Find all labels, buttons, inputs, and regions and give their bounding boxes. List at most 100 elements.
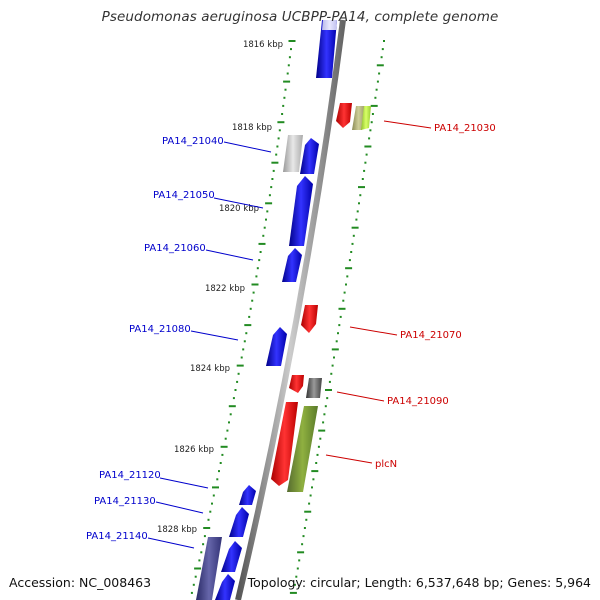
ruler-tick-minor	[352, 234, 355, 237]
ruler-tick-minor	[202, 543, 205, 546]
label-pa14-21060[interactable]: PA14_21060	[144, 243, 206, 254]
ruler-tick-minor	[317, 445, 320, 448]
gene-pa14-21060[interactable]	[282, 248, 302, 282]
ruler-tick-minor	[236, 380, 239, 383]
ruler-tick-major	[251, 283, 259, 286]
gene-plcn-partner[interactable]	[271, 402, 298, 486]
ruler-tick-minor	[262, 234, 265, 237]
gene-pa14-21070[interactable]	[301, 305, 318, 333]
ruler-tick-minor	[359, 194, 362, 197]
ruler-tick-minor	[315, 462, 318, 464]
ruler-tick-minor	[259, 251, 262, 253]
gene-pa14-21040-pseudo[interactable]	[283, 135, 303, 172]
ruler-tick-minor	[212, 494, 215, 497]
ruler-tick-minor	[242, 348, 245, 351]
ruler-tick-minor	[258, 259, 261, 262]
ruler-tick-minor	[252, 291, 255, 294]
ruler-tick-minor	[255, 275, 258, 278]
ruler-tick-major	[289, 591, 297, 594]
ruler-tick-minor	[383, 40, 385, 42]
connector-pa14-21040	[223, 141, 272, 153]
label-pa14-21040[interactable]: PA14_21040	[162, 136, 224, 147]
label-pa14-21140[interactable]: PA14_21140	[86, 531, 148, 542]
gene-pa14-21030[interactable]	[336, 103, 352, 128]
ruler-tick-minor	[338, 324, 341, 327]
ruler-label-1816: 1816 kbp	[243, 40, 283, 50]
ruler-tick-minor	[301, 543, 304, 546]
ruler-tick-minor	[308, 502, 311, 505]
label-pa14-21090[interactable]: PA14_21090	[387, 396, 449, 407]
gene-pa14-21140[interactable]	[221, 541, 242, 572]
ruler-tick-major	[325, 389, 332, 391]
label-pa14-21130[interactable]: PA14_21130	[94, 496, 156, 507]
ruler-label-1822: 1822 kbp	[205, 284, 245, 294]
ruler-tick-major	[376, 64, 384, 67]
ruler-tick-minor	[368, 137, 371, 140]
ruler-label-1828: 1828 kbp	[157, 525, 197, 535]
gene-pa14-21080[interactable]	[266, 327, 287, 366]
ruler-tick-minor	[365, 153, 368, 156]
ruler-tick-minor	[216, 478, 219, 481]
ruler-tick-minor	[305, 518, 308, 521]
ruler-tick-minor	[361, 178, 364, 180]
ruler-tick-minor	[343, 291, 346, 294]
ruler-tick-major	[194, 567, 202, 570]
gene-pa14-21120[interactable]	[239, 485, 256, 505]
connector-pa14-21090	[336, 391, 385, 402]
label-plcn[interactable]: plcN	[375, 459, 397, 470]
ruler-tick-minor	[333, 356, 335, 359]
ruler-tick-minor	[287, 64, 290, 67]
ruler-tick-major	[236, 364, 244, 367]
gene-pa14-21150[interactable]	[215, 574, 235, 600]
ruler-tick-minor	[350, 251, 353, 253]
ruler-tick-minor	[272, 169, 275, 172]
ruler-tick-minor	[192, 583, 195, 586]
gene-pa14-21050[interactable]	[289, 176, 313, 246]
ruler-tick-major	[304, 510, 312, 513]
ruler-tick-minor	[316, 453, 319, 456]
ruler-tick-major	[244, 324, 252, 327]
label-pa14-21120[interactable]: PA14_21120	[99, 470, 161, 481]
connector-pa14-21050	[213, 197, 264, 209]
ruler-tick-minor	[296, 567, 299, 570]
ruler-tick-minor	[298, 559, 301, 562]
gene-pa14-21145-pseudo[interactable]	[196, 537, 222, 600]
ruler-tick-minor	[266, 210, 269, 213]
label-pa14-21080[interactable]: PA14_21080	[129, 324, 191, 335]
label-pa14-21030[interactable]: PA14_21030	[434, 123, 496, 134]
gene-pa14-21100[interactable]	[306, 378, 322, 398]
ruler-tick-minor	[248, 315, 251, 318]
ruler-tick-minor	[219, 462, 222, 464]
gene-pa14-21090[interactable]	[289, 375, 304, 393]
ruler-tick-major	[297, 551, 305, 554]
gene-pa14-21130[interactable]	[229, 507, 249, 537]
reverse-strand-genes	[271, 103, 371, 492]
ruler-tick-minor	[256, 267, 259, 270]
ruler-label-1820: 1820 kbp	[219, 204, 259, 214]
ruler-tick-minor	[328, 380, 331, 383]
ruler-tick-minor	[229, 413, 232, 416]
ruler-tick-minor	[234, 389, 237, 391]
gene-plcn[interactable]	[287, 406, 318, 492]
ruler-tick-minor	[276, 145, 279, 148]
ruler-tick-minor	[243, 340, 246, 343]
ruler-tick-minor	[345, 283, 347, 286]
ruler-tick-minor	[363, 169, 366, 172]
ruler-tick-minor	[224, 437, 227, 440]
gene-pa14-21030-c[interactable]	[361, 106, 371, 130]
ruler-tick-minor	[232, 397, 235, 400]
ruler-tick-minor	[268, 194, 271, 197]
gene-pa14-21020[interactable]	[316, 20, 337, 78]
ruler-tick-minor	[194, 575, 197, 578]
ruler-tick-major	[358, 186, 365, 189]
ruler-tick-major	[228, 405, 236, 408]
label-pa14-21050[interactable]: PA14_21050	[153, 190, 215, 201]
connector-pa14-21130	[155, 501, 204, 514]
ruler-tick-minor	[271, 178, 274, 180]
label-pa14-21070[interactable]: PA14_21070	[400, 330, 462, 341]
ruler-tick-minor	[331, 364, 334, 367]
topology-text: Topology: circular; Length: 6,537,648 bp…	[247, 575, 591, 590]
gene-pa14-21040[interactable]	[300, 138, 319, 174]
ruler-tick-minor	[249, 307, 252, 310]
ruler-tick-minor	[322, 421, 325, 424]
